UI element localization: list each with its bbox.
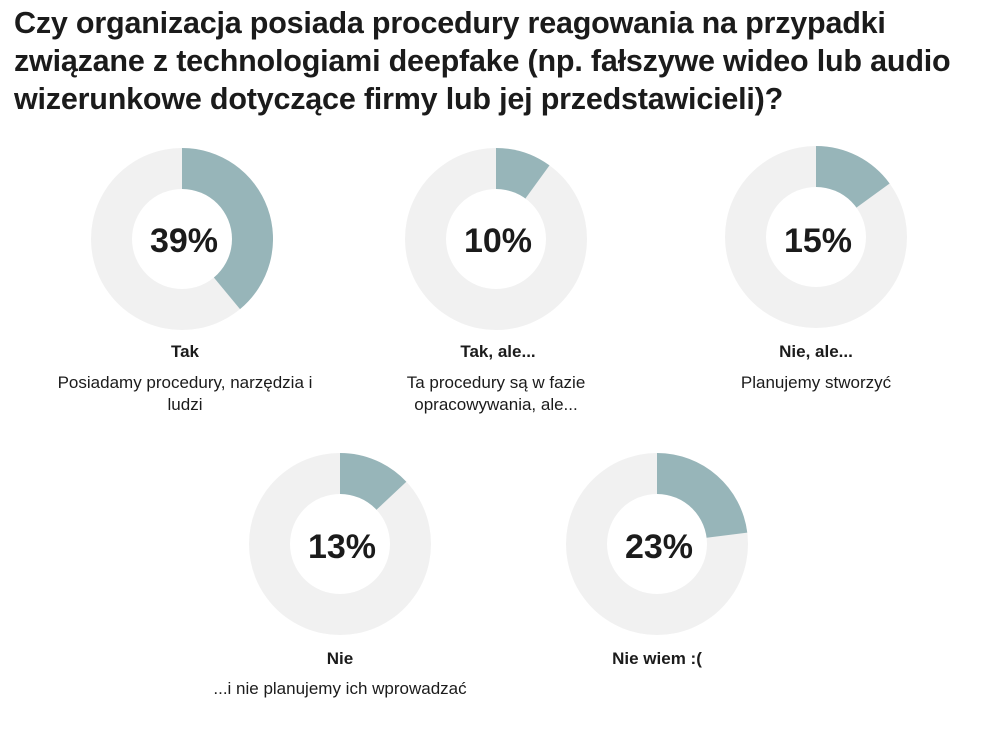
category-label-tak: Tak	[170, 342, 200, 361]
donut-hole	[290, 494, 390, 594]
category-label-nie-ale: Nie, ale...	[779, 342, 853, 361]
donut-chart-nie-wiem: 23%	[566, 453, 748, 635]
category-description-tak: Posiadamy procedury, narzędzia i ludzi	[57, 373, 313, 414]
donut-chart-tak: 39%	[91, 148, 273, 330]
donut-value-tak: 39%	[150, 222, 218, 260]
category-label-tak-ale: Tak, ale...	[460, 342, 536, 361]
chart-title: Czy organizacja posiada procedury reagow…	[14, 6, 951, 116]
donut-hole	[607, 494, 707, 594]
donut-chart-nie-ale: 15%	[725, 146, 907, 328]
category-description-nie: ...i nie planujemy ich wprowadzać	[213, 679, 467, 698]
donut-value-nie-wiem: 23%	[625, 528, 693, 566]
donut-chart-nie: 13%	[249, 453, 431, 635]
donut-hole	[132, 189, 232, 289]
donut-chart-tak-ale: 10%	[405, 148, 587, 330]
donut-value-tak-ale: 10%	[464, 222, 532, 260]
donut-value-nie: 13%	[308, 528, 376, 566]
category-label-nie: Nie	[326, 649, 354, 668]
donut-hole	[766, 187, 866, 287]
category-description-tak-ale: Ta procedury są w fazie opracowywania, a…	[406, 373, 586, 414]
category-label-nie-wiem: Nie wiem :(	[612, 649, 702, 668]
category-description-nie-ale: Planujemy stworzyć	[740, 373, 892, 392]
donut-value-nie-ale: 15%	[784, 222, 852, 260]
donut-hole	[446, 189, 546, 289]
